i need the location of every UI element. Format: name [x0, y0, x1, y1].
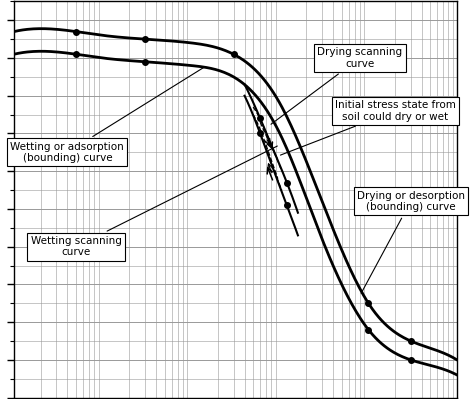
- Text: Drying scanning
curve: Drying scanning curve: [271, 47, 402, 124]
- Text: Drying or desorption
(bounding) curve: Drying or desorption (bounding) curve: [357, 191, 465, 293]
- Text: Initial stress state from
soil could dry or wet: Initial stress state from soil could dry…: [281, 100, 456, 155]
- Text: Wetting or adsorption
(bounding) curve: Wetting or adsorption (bounding) curve: [10, 67, 204, 163]
- Text: Wetting scanning
curve: Wetting scanning curve: [30, 146, 277, 257]
